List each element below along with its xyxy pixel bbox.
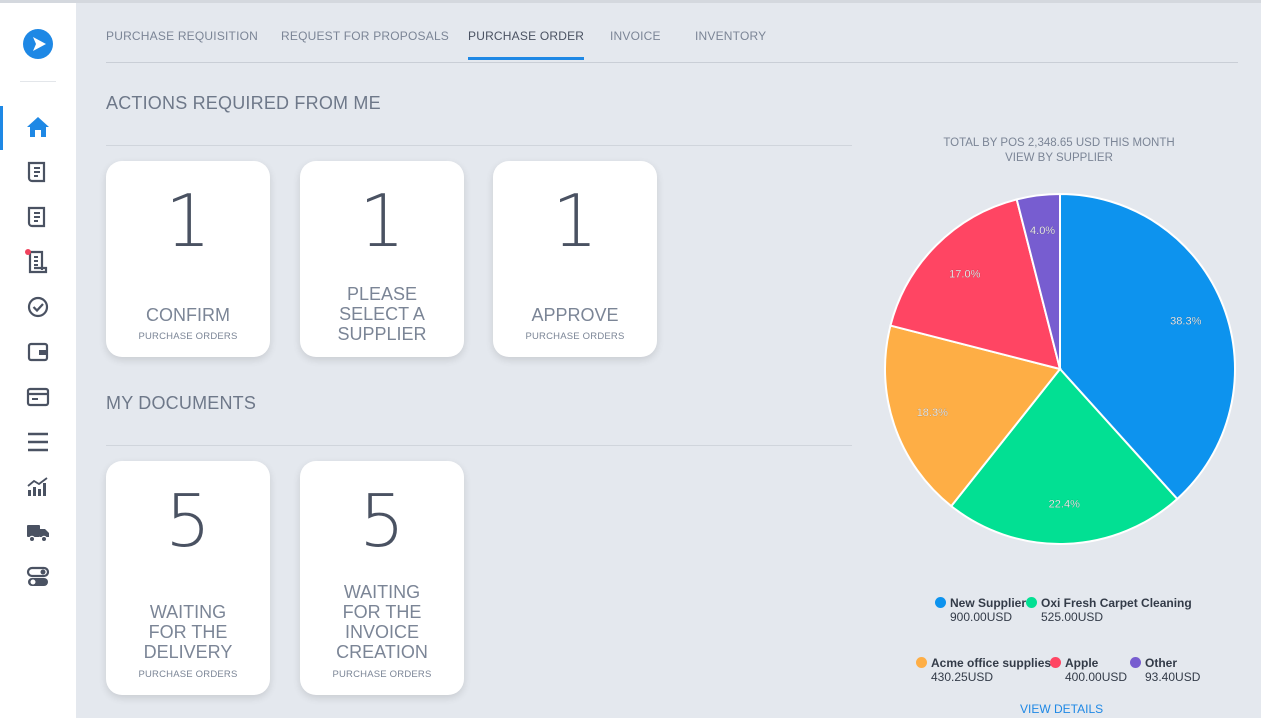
card-label: CONFIRM <box>146 305 230 325</box>
card-label: WAITING FOR THE INVOICE CREATION <box>336 582 428 662</box>
legend-swatch <box>1130 657 1141 668</box>
pie-slice-label: 4.0% <box>1030 225 1055 237</box>
card-sublabel: PURCHASE ORDERS <box>138 331 238 342</box>
tab-purchase-order[interactable]: PURCHASE ORDER <box>468 29 585 60</box>
card-label: WAITING FOR THE DELIVERY <box>143 602 233 662</box>
legend-name: New Supplier <box>950 596 1027 610</box>
tab-request-for-proposals[interactable]: REQUEST FOR PROPOSALS <box>281 29 450 43</box>
nav-purchase-requisition[interactable] <box>24 158 52 186</box>
legend-name: Apple <box>1065 656 1099 670</box>
pie-slice-label: 18.3% <box>917 407 948 419</box>
notification-dot <box>25 249 31 255</box>
tab-bar: PURCHASE REQUISITION REQUEST FOR PROPOSA… <box>106 3 1238 63</box>
truck-icon <box>27 525 49 543</box>
pie-slice[interactable] <box>889 198 1062 371</box>
nav-invoice[interactable] <box>24 383 52 411</box>
actions-section-title: ACTIONS REQUIRED FROM ME <box>106 93 381 113</box>
nav-list[interactable] <box>24 428 52 456</box>
legend-value: 93.40USD <box>1145 670 1201 684</box>
card-count: 1 <box>359 179 405 263</box>
card-count: 5 <box>359 479 405 563</box>
main-content: PURCHASE REQUISITION REQUEST FOR PROPOSA… <box>76 0 1261 718</box>
nav-home[interactable] <box>24 113 52 141</box>
toggle-icon <box>26 566 50 586</box>
nav-delivery[interactable] <box>24 518 52 546</box>
legend-item[interactable]: New Supplier 900.00USD <box>935 596 1026 624</box>
select-supplier-card[interactable]: 1 PLEASE SELECT A SUPPLIER <box>300 161 464 357</box>
legend-name: Acme office supplies <box>931 656 1052 670</box>
card-count: 5 <box>165 479 211 563</box>
card-count: 1 <box>165 179 211 263</box>
card-sublabel: PURCHASE ORDERS <box>525 331 625 342</box>
home-icon <box>27 117 49 137</box>
pie-slice[interactable] <box>949 367 1179 545</box>
tab-purchase-requisition[interactable]: PURCHASE REQUISITION <box>106 29 259 43</box>
legend-value: 525.00USD <box>1041 610 1104 624</box>
receipt-icon <box>28 250 48 274</box>
legend-swatch <box>1026 597 1037 608</box>
card-count: 1 <box>552 179 598 263</box>
tab-inventory[interactable]: INVENTORY <box>695 29 767 43</box>
legend-item[interactable]: Other 93.40USD <box>1130 656 1200 684</box>
pie-slice[interactable] <box>884 324 1062 508</box>
nav-approvals[interactable] <box>24 293 52 321</box>
legend-item[interactable]: Acme office supplies 430.25USD <box>916 656 1051 684</box>
nav-wallet[interactable] <box>24 338 52 366</box>
legend-swatch <box>1050 657 1061 668</box>
documents-section-title: MY DOCUMENTS <box>106 393 257 413</box>
legend-value: 430.25USD <box>931 670 994 684</box>
pie-slice[interactable] <box>1059 193 1236 501</box>
nav-request-for-proposals[interactable] <box>24 203 52 231</box>
sidebar-divider <box>20 81 56 82</box>
chart-subtitle: VIEW BY SUPPLIER <box>1005 152 1113 164</box>
pie-slice[interactable] <box>1015 193 1061 370</box>
nav-settings[interactable] <box>24 563 52 591</box>
legend-swatch <box>935 597 946 608</box>
pie-slice-label: 17.0% <box>949 269 980 281</box>
pie-slice-label: 22.4% <box>1049 499 1080 511</box>
chart-header: TOTAL BY POS 2,348.65 USD THIS MONTH VIE… <box>902 136 1216 166</box>
document-icon <box>27 161 46 183</box>
app-logo[interactable] <box>23 29 53 59</box>
card-label: APPROVE <box>531 305 619 325</box>
pie-slice-label: 38.3% <box>1170 316 1201 328</box>
analytics-icon <box>27 477 48 496</box>
legend-value: 900.00USD <box>950 610 1013 624</box>
tab-invoice[interactable]: INVOICE <box>610 29 661 43</box>
check-circle-icon <box>27 296 49 318</box>
documents-divider <box>106 445 852 446</box>
legend-value: 400.00USD <box>1065 670 1128 684</box>
waiting-invoice-card[interactable]: 5 WAITING FOR THE INVOICE CREATION PURCH… <box>300 461 464 695</box>
legend-item[interactable]: Oxi Fresh Carpet Cleaning 525.00USD <box>1026 596 1192 624</box>
sidebar <box>0 0 76 718</box>
legend-item[interactable]: Apple 400.00USD <box>1050 656 1127 684</box>
legend-swatch <box>916 657 927 668</box>
confirm-card[interactable]: 1 CONFIRM PURCHASE ORDERS <box>106 161 270 357</box>
nav-analytics[interactable] <box>24 473 52 501</box>
card-label: PLEASE SELECT A SUPPLIER <box>337 284 427 344</box>
menu-icon <box>28 432 48 452</box>
legend-name: Other <box>1145 656 1178 670</box>
view-details-link[interactable]: VIEW DETAILS <box>1020 702 1104 716</box>
chart-title: TOTAL BY POS 2,348.65 USD THIS MONTH <box>943 137 1175 149</box>
card-icon <box>26 387 50 407</box>
supplier-pie-chart[interactable]: 38.3% 22.4% 18.3% 17.0% 4.0% <box>884 193 1236 545</box>
nav-purchase-order[interactable] <box>24 248 52 276</box>
wallet-icon <box>27 342 49 362</box>
waiting-delivery-card[interactable]: 5 WAITING FOR THE DELIVERY PURCHASE ORDE… <box>106 461 270 695</box>
legend-name: Oxi Fresh Carpet Cleaning <box>1041 596 1192 610</box>
document-icon <box>27 206 46 228</box>
active-indicator <box>0 106 3 150</box>
approve-card[interactable]: 1 APPROVE PURCHASE ORDERS <box>493 161 657 357</box>
card-sublabel: PURCHASE ORDERS <box>332 669 432 680</box>
card-sublabel: PURCHASE ORDERS <box>138 669 238 680</box>
actions-divider <box>106 145 852 146</box>
